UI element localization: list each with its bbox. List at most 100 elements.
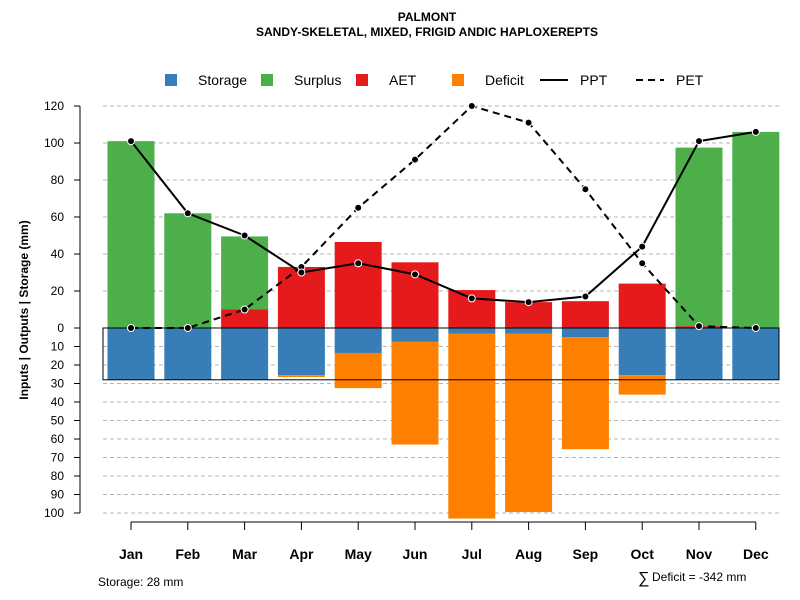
bar-storage-jan xyxy=(107,328,155,380)
y-tick-label: 60 xyxy=(51,210,65,224)
legend-label-storage: Storage xyxy=(198,72,247,88)
bar-storage-may xyxy=(334,328,382,353)
legend: Storage Surplus AET Deficit PPT PET xyxy=(165,72,704,88)
ppt-point xyxy=(354,259,363,268)
bar-aet-mar xyxy=(221,309,269,328)
bar-deficit-jun xyxy=(391,341,439,445)
chart-subtitle: SANDY-SKELETAL, MIXED, FRIGID ANDIC HAPL… xyxy=(256,25,598,39)
y-tick-label: 10 xyxy=(51,340,65,354)
ppt-point xyxy=(240,231,249,240)
y-tick-label: 30 xyxy=(51,377,65,391)
deficit-symbol: ∑ xyxy=(638,570,649,587)
bars xyxy=(107,131,780,519)
legend-label-deficit: Deficit xyxy=(485,72,524,88)
bar-storage-oct xyxy=(618,328,666,376)
x-tick-label-mar: Mar xyxy=(232,546,257,562)
y-tick-label: 100 xyxy=(44,506,64,520)
bar-storage-sep xyxy=(561,328,609,338)
bar-storage-jul xyxy=(448,328,496,334)
y-tick-label: 70 xyxy=(51,451,65,465)
y-tick-label: 80 xyxy=(51,469,65,483)
bar-surplus-feb xyxy=(164,213,212,328)
ppt-point xyxy=(183,209,192,218)
bar-deficit-apr xyxy=(277,375,325,378)
x-tick-label-jul: Jul xyxy=(462,546,482,562)
pet-point xyxy=(751,324,760,332)
y-tick-label: 40 xyxy=(51,395,65,409)
gridlines xyxy=(103,105,779,514)
x-tick-label-feb: Feb xyxy=(175,546,200,562)
y-tick-label: 20 xyxy=(51,358,65,372)
chart-title: PALMONT xyxy=(398,10,457,24)
bar-storage-jun xyxy=(391,328,439,342)
y-tick-label: 120 xyxy=(44,99,64,113)
bar-aet-oct xyxy=(618,283,666,328)
x-tick-label-nov: Nov xyxy=(686,546,713,562)
ppt-point xyxy=(127,137,135,146)
ppt-point xyxy=(638,242,647,251)
bar-deficit-jul xyxy=(448,333,496,519)
y-tick-label: 80 xyxy=(51,173,65,187)
ppt-point xyxy=(411,270,419,279)
pet-point xyxy=(354,203,363,212)
bar-deficit-oct xyxy=(618,375,666,395)
x-tick-label-jan: Jan xyxy=(119,546,143,562)
y-tick-label: 100 xyxy=(44,136,64,150)
legend-label-pet: PET xyxy=(676,72,704,88)
x-tick-label-oct: Oct xyxy=(631,546,655,562)
pet-point xyxy=(127,324,135,332)
ppt-point xyxy=(581,292,590,301)
legend-swatch-deficit xyxy=(452,74,464,86)
ppt-point xyxy=(297,268,306,277)
bar-deficit-may xyxy=(334,352,382,389)
bar-surplus-nov xyxy=(675,147,723,327)
pet-point xyxy=(467,102,476,110)
y-tick-label: 50 xyxy=(51,414,65,428)
bar-aet-aug xyxy=(505,302,553,328)
legend-swatch-aet xyxy=(356,74,368,86)
ppt-point xyxy=(524,298,533,307)
bar-surplus-dec xyxy=(732,131,780,328)
legend-swatch-surplus xyxy=(261,74,273,86)
bar-storage-apr xyxy=(277,328,325,376)
ppt-point xyxy=(751,127,760,136)
bar-aet-sep xyxy=(561,301,609,328)
bar-surplus-jan xyxy=(107,141,155,328)
ppt-line xyxy=(130,130,756,304)
storage-note: Storage: 28 mm xyxy=(98,575,183,589)
x-axis: Jan Feb Mar Apr May Jun Jul Aug Sep Oct Nov Dec xyxy=(119,521,769,562)
legend-label-surplus: Surplus xyxy=(294,72,341,88)
bar-storage-mar xyxy=(221,328,269,380)
pet-point xyxy=(695,322,703,331)
x-tick-label-aug: Aug xyxy=(515,546,542,562)
x-tick-label-jun: Jun xyxy=(403,546,428,562)
bar-deficit-sep xyxy=(561,337,609,450)
x-tick-label-sep: Sep xyxy=(573,546,599,562)
x-tick-label-dec: Dec xyxy=(743,546,769,562)
y-tick-label: 20 xyxy=(51,284,65,298)
y-tick-label: 40 xyxy=(51,247,65,261)
x-tick-label-apr: Apr xyxy=(289,546,314,562)
bar-storage-dec xyxy=(732,328,780,380)
bar-storage-feb xyxy=(164,328,212,380)
y-axis: 0 20 40 60 80 100 120 10 20 30 40 50 60 70 80 90 100 xyxy=(44,99,81,520)
bar-aet-may xyxy=(334,241,382,328)
legend-label-ppt: PPT xyxy=(580,72,608,88)
lower-frame xyxy=(102,327,780,381)
legend-swatch-storage xyxy=(165,74,177,86)
x-tick-label-may: May xyxy=(345,546,372,562)
pet-point xyxy=(411,155,419,164)
pet-point xyxy=(183,324,192,332)
ppt-point xyxy=(695,137,703,146)
bar-aet-apr xyxy=(277,266,325,328)
legend-label-aet: AET xyxy=(389,72,417,88)
y-tick-label: 90 xyxy=(51,488,65,502)
pet-point xyxy=(524,118,533,127)
ppt-point xyxy=(467,294,476,303)
y-tick-label: 0 xyxy=(57,321,64,335)
y-axis-label: Inputs | Outputs | Storage (mm) xyxy=(17,220,31,399)
bar-storage-aug xyxy=(505,328,553,334)
bar-deficit-aug xyxy=(505,333,553,513)
pet-point xyxy=(240,305,249,314)
